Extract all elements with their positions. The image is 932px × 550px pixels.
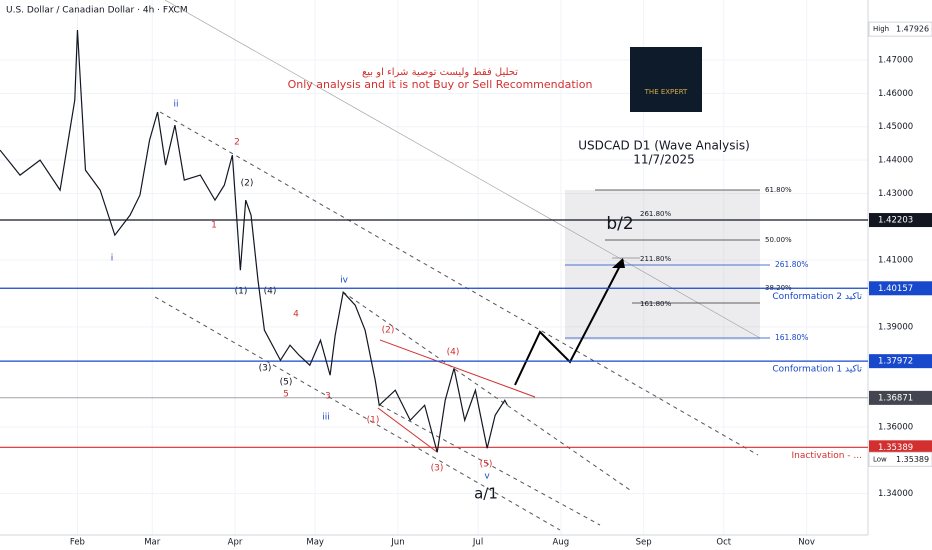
wave-label: (1) — [367, 416, 380, 426]
note: تحليل فقط وليست توصية شراء او بيع — [362, 67, 518, 78]
fib: 61.80% 261.80% 50.00% 211.80% 261.80% 38… — [565, 186, 808, 342]
y-tick-label: 1.41000 — [878, 256, 913, 266]
y-tick-label: 1.44000 — [878, 156, 913, 166]
x-tick-label: Feb — [70, 538, 85, 548]
wave-label: iii — [322, 413, 330, 423]
y-tick-label: 1.47000 — [878, 56, 913, 66]
level-name: Conformation 2 تاكيد — [772, 292, 862, 302]
fib-label: 211.80% — [640, 255, 671, 263]
x-tick-label: May — [306, 538, 324, 548]
wave-label: ii — [173, 100, 178, 110]
y-tick-label: 1.45000 — [878, 122, 913, 132]
y-tick-label: 1.46000 — [878, 89, 913, 99]
wave-label: (3) — [431, 464, 444, 474]
level-name: Inactivation - ... — [792, 451, 862, 461]
triangle-line — [377, 407, 438, 453]
hl-value: 1.47926 — [896, 25, 929, 34]
price-badge — [869, 281, 932, 296]
y-tick-label: 1.34000 — [878, 489, 913, 499]
hl-name: High — [873, 25, 889, 33]
fib-label: 61.80% — [765, 186, 792, 194]
heading: 11/7/2025 — [633, 153, 695, 167]
note: Only analysis and it is not Buy or Sell … — [288, 78, 593, 91]
wave-label: (5) — [280, 378, 293, 388]
price-badge-label: 1.42203 — [878, 216, 913, 226]
projection-path — [514, 259, 624, 386]
fib-label: 161.80% — [775, 333, 808, 342]
fib-label: 50.00% — [765, 236, 792, 244]
price-badge — [869, 440, 932, 455]
price-badge — [869, 213, 932, 228]
wave-label: 1 — [211, 221, 217, 231]
wave-label: 3 — [325, 392, 331, 402]
fib-label: 161.80% — [640, 300, 671, 308]
hl-name: Low — [873, 455, 887, 463]
price-badge — [869, 390, 932, 405]
wave-label: (1) — [235, 287, 248, 297]
fib-label: 261.80% — [640, 210, 671, 218]
level-name: Conformation 1 تاكيد — [772, 365, 862, 375]
hl-value: 1.35389 — [896, 455, 929, 464]
price-badge-label: 1.40157 — [878, 284, 913, 294]
fib-label: 261.80% — [775, 260, 808, 269]
wave-label: (5) — [480, 460, 493, 470]
chart-title: U.S. Dollar / Canadian Dollar · 4h · FXC… — [6, 6, 188, 16]
price-line — [0, 29, 508, 453]
channel-line — [342, 291, 631, 491]
price-axis — [867, 0, 932, 550]
arrow-head — [612, 258, 625, 268]
channel-line — [154, 296, 561, 531]
wave-label: iv — [340, 276, 349, 286]
axis-bg — [868, 0, 932, 550]
wave-label: 2 — [234, 138, 240, 148]
wave-label: 4 — [293, 310, 299, 320]
waves: ii i 2 1 (2) (1) (4) (3) (5) 4 5 3 iv ii… — [111, 100, 634, 503]
price-badge-label: 1.35389 — [878, 443, 913, 453]
price-badge-label: 1.36871 — [878, 393, 913, 403]
wave-label: (2) — [241, 179, 254, 189]
y-tick-label: 1.39000 — [878, 322, 913, 332]
channel-line — [379, 404, 601, 526]
wave-label: v — [484, 472, 490, 482]
x-tick-label: Jun — [390, 538, 404, 548]
x-tick-label: Aug — [553, 538, 570, 548]
channels — [154, 111, 759, 531]
x-tick-label: Apr — [228, 538, 243, 548]
x-tick-label: Oct — [716, 538, 731, 548]
wave-label: b/2 — [606, 214, 633, 234]
wave-label: (3) — [259, 364, 272, 374]
x-tick-label: Nov — [798, 538, 815, 548]
wave-label: a/1 — [474, 485, 498, 503]
y-tick-label: 1.36000 — [878, 422, 913, 432]
wave-label: (2) — [382, 326, 395, 336]
price-badge — [869, 354, 932, 369]
heading: USDCAD D1 (Wave Analysis) — [578, 139, 750, 153]
triangle — [377, 339, 536, 453]
channel-line — [159, 111, 759, 456]
logo-text: THE EXPERT — [644, 88, 688, 96]
y-tick-label: 1.43000 — [878, 189, 913, 199]
wave-label: 5 — [283, 390, 289, 400]
logo — [630, 47, 702, 112]
wave-label: i — [111, 254, 114, 264]
x-tick-label: Jul — [472, 538, 483, 548]
x-tick-label: Mar — [144, 538, 161, 548]
triangle-line — [379, 339, 536, 398]
hl-badge — [868, 451, 932, 467]
price-badge-label: 1.37972 — [878, 357, 913, 367]
wave-label: (4) — [447, 348, 460, 358]
wave-label: (4) — [264, 287, 277, 297]
trend-line — [164, 0, 761, 339]
hl-badge — [868, 21, 932, 37]
x-tick-label: Sep — [636, 538, 652, 548]
